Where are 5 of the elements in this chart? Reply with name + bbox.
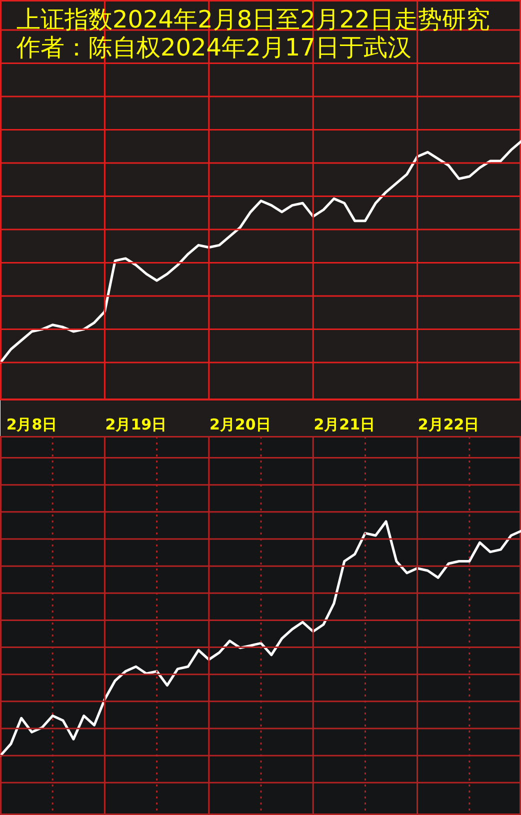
x-tick-label: 2月20日 (210, 416, 271, 434)
x-tick-label: 2月21日 (314, 416, 376, 434)
x-tick-label: 2月22日 (418, 416, 480, 434)
x-tick-label: 2月19日 (105, 416, 167, 434)
x-tick-label: 2月8日 (6, 416, 58, 434)
